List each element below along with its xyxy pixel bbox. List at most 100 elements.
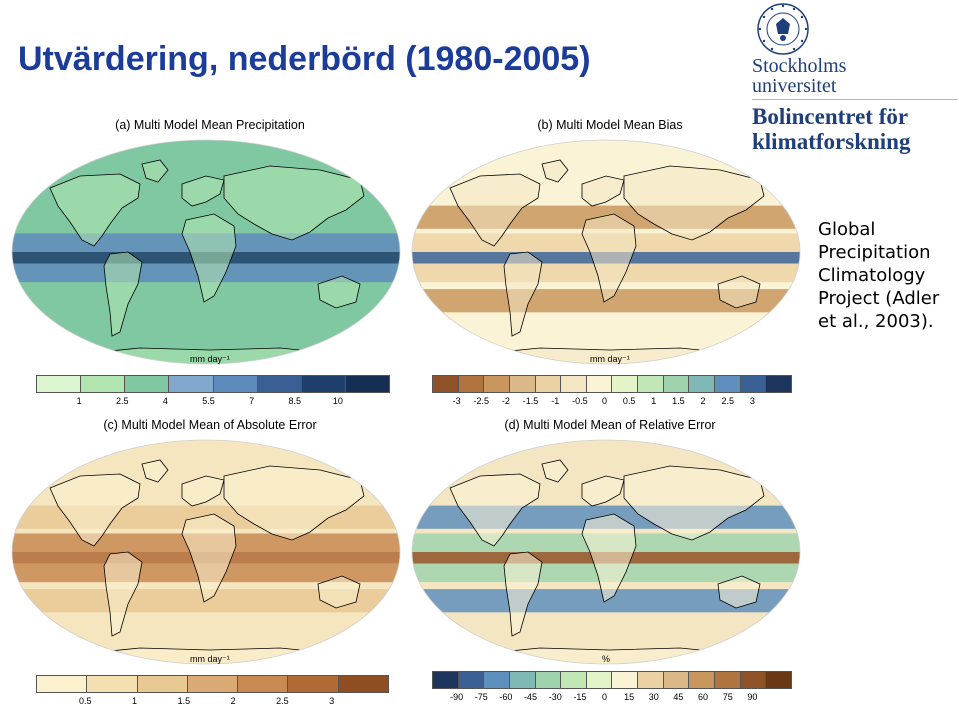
continent-greenland [541,159,569,183]
colorbar-tick-label: 7 [249,396,255,406]
colorbar-tick-label: 0 [601,396,608,406]
colorbar-tick-label: 2.5 [721,396,734,406]
world-map [411,139,801,365]
colorbar-swatch [257,376,302,392]
colorbar-swatch [509,672,536,688]
colorbar-tick-label: 8.5 [288,396,302,406]
colorbar-swatch [766,376,791,392]
continent-asia [623,465,765,541]
continent-south-america [503,251,543,337]
colorbar-tick-label: 5.5 [202,396,215,406]
university-line-1: Stockholms [752,55,847,77]
continent-south-america [103,551,143,637]
panel-multi-model-mean-bias: (b) Multi Model Mean Bias mm day⁻¹ -3 -2.… [410,118,810,408]
colorbar-tick-label: 0.5 [622,396,636,406]
panel-title: (d) Multi Model Mean of Relative Error [504,418,716,432]
colorbar-tick-label: 75 [722,692,733,702]
slide-title: Utvärdering, nederbörd (1980-2005) [18,40,591,78]
colorbar-swatch [81,376,126,392]
continent-europe [181,175,225,207]
colorbar-swatch [689,672,716,688]
colorbar-swatch [288,676,339,692]
colorbar-tick-label: 90 [747,692,758,702]
colorbar-tick-label: -15 [573,692,587,702]
colorbar-swatch [87,676,138,692]
university-wordmark: Stockholms universitet [752,56,846,96]
panel-relative-error: (d) Multi Model Mean of Relative Error %… [410,418,810,708]
colorbar-tick-label: -0.5 [572,396,588,406]
colorbar-tick-label: -30 [548,692,562,702]
colorbar-swatch [766,672,791,688]
world-map [411,439,801,665]
world-map [11,439,401,665]
source-note: Global Precipitation Climatology Project… [818,219,940,332]
map-outline [411,439,801,665]
colorbar-tick-label: 1.5 [177,696,191,706]
colorbar-swatch [484,672,510,688]
colorbar-swatch [509,376,536,392]
colorbar-tick-label: 30 [648,692,659,702]
colorbar-tick-label: 4 [162,396,168,406]
unit-label: mm day⁻¹ [190,354,230,364]
center-line-1: Bolincentret för [752,104,909,129]
map-outline [411,139,801,365]
colorbar-swatch [338,676,388,692]
continent-europe [581,475,625,507]
colorbar-swatch [535,376,562,392]
colorbar-tick-label: 10 [332,396,343,406]
colorbar-swatch [638,376,664,392]
center-line-2: klimatforskning [752,129,911,154]
panel-title: (a) Multi Model Mean Precipitation [115,118,305,132]
colorbar-tick-label: 60 [698,692,709,702]
colorbar-tick-label: -2 [501,396,510,406]
continent-greenland [541,459,569,483]
colorbar-tick-label: 0 [601,692,608,702]
colorbar-tick-label: 1.5 [672,396,685,406]
colorbar-tick-label: -3 [452,396,461,406]
colorbar-swatch [561,672,587,688]
colorbar-tick-label: -2.5 [473,396,490,406]
colorbar-swatch [612,672,639,688]
colorbar-swatch [612,376,639,392]
continent-asia [223,465,365,541]
colorbar-tick-label: 3 [329,696,335,706]
colorbar-swatch [740,672,767,688]
continent-australia [717,275,761,309]
colorbar-tick-label: 3 [749,396,755,406]
colorbar-swatch [125,376,170,392]
continent-australia [317,575,361,609]
world-map [11,139,401,365]
continent-north-america [449,173,541,247]
colorbar-swatch [433,376,459,392]
colorbar-swatch [301,376,346,392]
colorbar-tick-label: 2.5 [276,696,289,706]
colorbar-swatch [586,376,613,392]
colorbar-tick-label: -1 [551,396,560,406]
panel-title: (b) Multi Model Mean Bias [537,118,683,132]
colorbar-swatch [535,672,562,688]
colorbar [432,375,792,393]
colorbar-swatch [37,376,82,392]
panel-absolute-error: (c) Multi Model Mean of Absolute Error m… [10,418,410,708]
continent-africa [581,513,637,603]
colorbar-swatch [484,376,510,392]
colorbar-tick-label: -1.5 [522,396,539,406]
colorbar-tick-label: 0.5 [79,696,92,706]
university-seal-logo [757,3,809,55]
continent-europe [581,175,625,207]
colorbar [432,671,792,689]
continent-north-america [449,473,541,547]
colorbar-swatch [458,376,485,392]
continent-australia [317,275,361,309]
continent-greenland [141,159,169,183]
colorbar-swatch [187,676,239,692]
colorbar-swatch [715,376,741,392]
continent-asia [223,165,365,241]
colorbar-tick-label: 1 [651,396,657,406]
colorbar-swatch [169,376,214,392]
colorbar-tick-label: -45 [524,692,538,702]
colorbar-swatch [740,376,767,392]
map-outline [11,439,401,665]
university-line-2: universitet [752,75,837,97]
continent-asia [623,165,765,241]
